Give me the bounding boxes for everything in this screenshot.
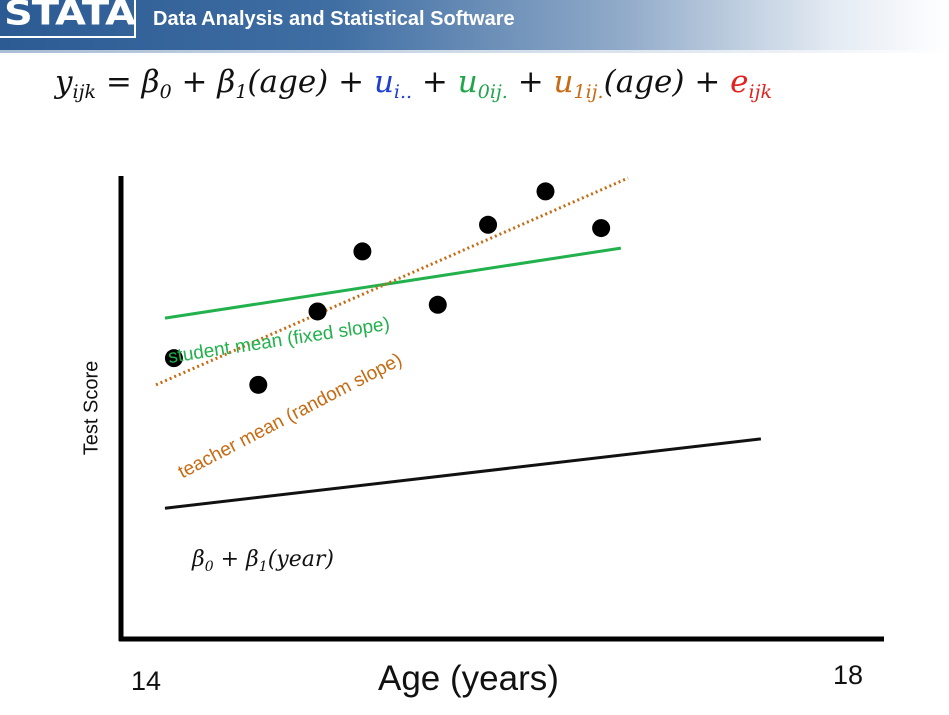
- data-point: [592, 219, 611, 238]
- eq-beta0-sub: 0: [159, 81, 172, 103]
- eq-beta0: = β: [96, 64, 160, 100]
- eq-u-student: u: [373, 64, 394, 100]
- eq-u-teacher0: u: [457, 64, 478, 100]
- base-beta0: β: [192, 547, 205, 572]
- eq-lhs: y: [55, 64, 73, 100]
- base-year: (year): [267, 547, 334, 572]
- eq-beta1: + β: [171, 64, 236, 100]
- eq-u-teacher0-sub: 0ij.: [477, 81, 508, 103]
- base-sub0: 0: [204, 559, 214, 575]
- base-beta1: + β: [213, 547, 259, 572]
- data-point: [479, 215, 498, 234]
- eq-beta1-sub: 1: [235, 81, 248, 103]
- lines-layer: [155, 176, 762, 510]
- header-rule: [0, 50, 949, 53]
- data-point: [164, 349, 183, 368]
- x-tick-label-min: 14: [131, 666, 162, 696]
- header-banner: STATA Data Analysis and Statistical Soft…: [0, 0, 949, 50]
- population-line: [164, 437, 762, 510]
- tagline: Data Analysis and Statistical Software: [153, 8, 515, 30]
- teacher-mean-line: [155, 176, 629, 387]
- x-tick-label-max: 18: [833, 660, 864, 690]
- eq-plus2: +: [412, 64, 458, 100]
- eq-error: e: [730, 64, 749, 100]
- x-axis-label: Age (years): [378, 659, 559, 698]
- model-equation: yijk = β0 + β1(age) + ui.. + u0ij. + u1i…: [0, 64, 949, 114]
- eq-u-teacher1-sub: 1ij.: [573, 81, 604, 103]
- stata-logo: STATA: [0, 0, 136, 38]
- data-point: [308, 302, 327, 321]
- points-layer: [164, 182, 611, 394]
- eq-u-student-sub: i..: [393, 81, 413, 103]
- data-point: [536, 182, 555, 201]
- eq-error-sub: ijk: [748, 81, 772, 103]
- base-sub1: 1: [258, 559, 268, 575]
- population-line-label: β0 + β1(year): [192, 547, 334, 575]
- logo-text: STATA: [4, 0, 136, 34]
- eq-age1: (age) +: [247, 64, 374, 100]
- data-point: [353, 242, 372, 261]
- student-mean-line: [164, 246, 622, 320]
- eq-lhs-sub: ijk: [72, 81, 96, 103]
- data-point: [428, 295, 447, 314]
- data-point: [249, 375, 268, 394]
- equation-body: yijk = β0 + β1(age) + ui.. + u0ij. + u1i…: [55, 64, 772, 103]
- y-axis-label: Test Score: [80, 360, 103, 456]
- eq-u-teacher1: u: [553, 64, 574, 100]
- eq-plus3: +: [507, 64, 554, 100]
- eq-age2: (age) +: [603, 64, 731, 100]
